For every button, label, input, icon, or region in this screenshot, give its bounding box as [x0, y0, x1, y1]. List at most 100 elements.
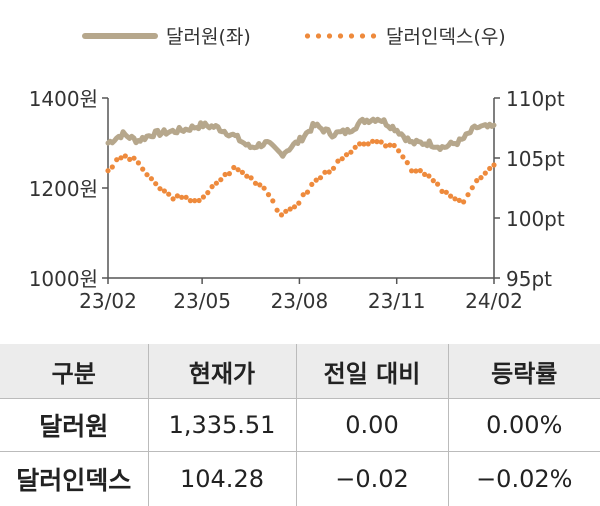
x-tick-label: 23/08 — [271, 289, 329, 313]
table-header-row: 구분 현재가 전일 대비 등락률 — [0, 344, 600, 399]
series-point-dxy — [439, 189, 444, 194]
legend-label-dxy: 달러인덱스(우) — [386, 22, 506, 49]
series-point-dxy — [392, 143, 397, 148]
table-row: 달러원 1,335.51 0.00 0.00% — [0, 399, 600, 452]
series-point-dxy — [184, 195, 189, 200]
series-point-dxy — [331, 166, 336, 171]
row-price: 104.28 — [148, 452, 296, 506]
series-point-dxy — [461, 199, 466, 204]
x-tick-label: 23/11 — [368, 289, 426, 313]
series-point-dxy — [426, 173, 431, 178]
series-point-dxy — [240, 170, 245, 175]
series-point-dxy — [275, 208, 280, 213]
header-rate: 등락률 — [448, 344, 600, 399]
row-name: 달러원 — [0, 399, 148, 452]
left-tick-label: 1200원 — [29, 177, 98, 201]
x-tick-label: 23/05 — [173, 289, 231, 313]
series-point-dxy — [197, 198, 202, 203]
series-point-dxy — [318, 175, 323, 180]
series-point-dxy — [171, 196, 176, 201]
series-point-dxy — [431, 178, 436, 183]
row-rate: −0.02% — [448, 452, 600, 506]
series-point-dxy — [478, 175, 483, 180]
series-point-dxy — [157, 186, 162, 191]
row-change: 0.00 — [296, 399, 448, 452]
series-point-dxy — [214, 181, 219, 186]
row-price: 1,335.51 — [148, 399, 296, 452]
series-point-dxy — [418, 168, 423, 173]
series-point-dxy — [344, 152, 349, 157]
right-tick-label: 105pt — [506, 147, 565, 171]
series-point-dxy — [400, 154, 405, 159]
right-tick-label: 95pt — [506, 267, 552, 291]
series-point-dxy — [162, 188, 167, 193]
header-change: 전일 대비 — [296, 344, 448, 399]
series-point-dxy — [340, 156, 345, 161]
series-point-dxy — [131, 156, 136, 161]
legend-label-krw: 달러원(좌) — [166, 22, 251, 49]
series-point-dxy — [201, 194, 206, 199]
series-point-dxy — [110, 164, 115, 169]
series-point-dxy — [166, 192, 171, 197]
series-point-dxy — [136, 160, 141, 165]
series-point-dxy — [379, 139, 384, 144]
series-point-dxy — [283, 209, 288, 214]
series-line-krw — [108, 119, 494, 156]
right-tick-label: 110pt — [506, 87, 565, 111]
series-point-dxy — [470, 185, 475, 190]
series-point-dxy — [266, 192, 271, 197]
series-point-dxy — [205, 190, 210, 195]
x-tick-label: 23/02 — [79, 289, 137, 313]
series-point-dxy — [405, 160, 410, 165]
series-point-dxy — [153, 181, 158, 186]
series-point-dxy — [491, 162, 496, 167]
right-tick-label: 100pt — [506, 207, 565, 231]
series-point-dxy — [444, 190, 449, 195]
chart-legend: 달러원(좌) 달러인덱스(우) — [0, 22, 600, 52]
series-point-dxy — [448, 194, 453, 199]
row-name: 달러인덱스 — [0, 452, 148, 506]
series-point-dxy — [487, 166, 492, 171]
series-point-dxy — [279, 212, 284, 217]
series-point-dxy — [435, 182, 440, 187]
series-point-dxy — [292, 204, 297, 209]
series-point-dxy — [236, 167, 241, 172]
series-point-dxy — [309, 182, 314, 187]
left-tick-label: 1400원 — [29, 87, 98, 111]
x-tick-label: 24/02 — [465, 289, 523, 313]
series-point-dxy — [383, 143, 388, 148]
series-point-dxy — [218, 177, 223, 182]
series-point-dxy — [296, 201, 301, 206]
series-point-dxy — [149, 176, 154, 181]
series-point-dxy — [305, 190, 310, 195]
series-point-dxy — [223, 172, 228, 177]
series-point-dxy — [348, 150, 353, 155]
series-point-dxy — [257, 182, 262, 187]
series-point-dxy — [396, 148, 401, 153]
row-rate: 0.00% — [448, 399, 600, 452]
series-point-dxy — [210, 184, 215, 189]
series-point-dxy — [227, 171, 232, 176]
series-point-dxy — [262, 186, 267, 191]
series-point-dxy — [353, 145, 358, 150]
header-current-price: 현재가 — [148, 344, 296, 399]
series-point-dxy — [270, 198, 275, 203]
series-point-dxy — [366, 141, 371, 146]
legend-item-dxy: 달러인덱스(우) — [302, 22, 506, 49]
series-point-dxy — [140, 167, 145, 172]
table-row: 달러인덱스 104.28 −0.02 −0.02% — [0, 452, 600, 506]
quote-table: 구분 현재가 전일 대비 등락률 달러원 1,335.51 0.00 0.00%… — [0, 344, 600, 506]
series-point-dxy — [465, 192, 470, 197]
legend-swatch-dotted-line — [302, 33, 378, 39]
legend-item-krw: 달러원(좌) — [82, 22, 251, 49]
series-point-dxy — [249, 175, 254, 180]
series-point-dxy — [413, 168, 418, 173]
series-point-dxy — [105, 168, 110, 173]
series-point-dxy — [123, 153, 128, 158]
series-point-dxy — [483, 171, 488, 176]
left-tick-label: 1000원 — [29, 267, 98, 291]
series-point-dxy — [144, 172, 149, 177]
series-point-dxy — [474, 178, 479, 183]
series-point-dxy — [327, 169, 332, 174]
row-change: −0.02 — [296, 452, 448, 506]
